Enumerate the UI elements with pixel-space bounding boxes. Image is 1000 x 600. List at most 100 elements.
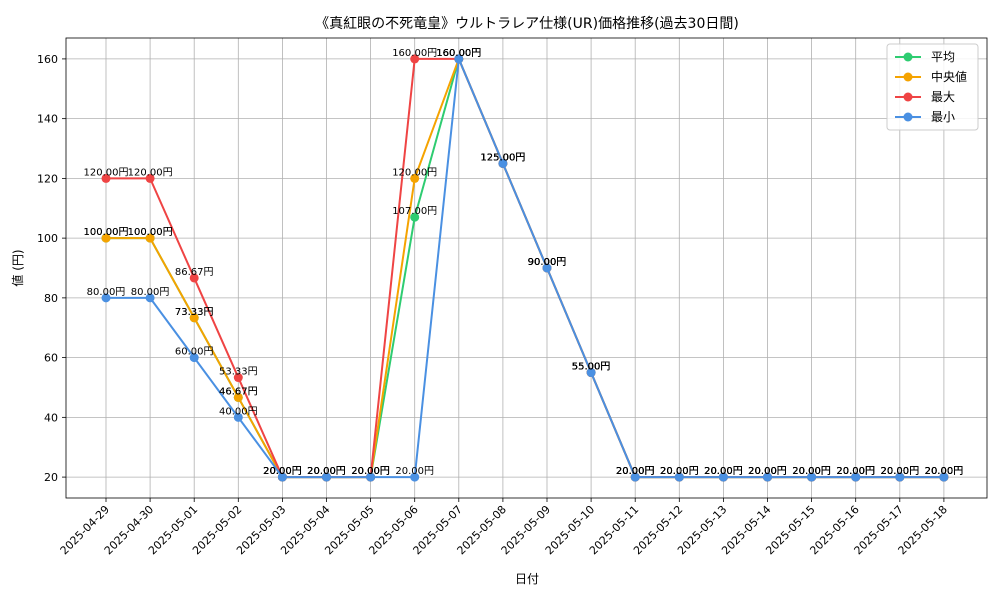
data-label: 20.00円 xyxy=(660,466,699,477)
y-tick-label: 60 xyxy=(44,352,58,365)
data-label: 20.00円 xyxy=(351,466,390,477)
y-tick-label: 140 xyxy=(37,113,58,126)
data-label: 20.00円 xyxy=(263,466,302,477)
data-label: 20.00円 xyxy=(925,466,964,477)
data-point xyxy=(366,472,376,482)
data-label: 20.00円 xyxy=(704,466,743,477)
data-point xyxy=(718,472,728,482)
data-label: 100.00円 xyxy=(84,227,129,238)
data-label: 20.00円 xyxy=(616,466,655,477)
data-label: 20.00円 xyxy=(748,466,787,477)
legend-marker xyxy=(903,52,913,62)
data-label: 20.00円 xyxy=(880,466,919,477)
data-label: 20.00円 xyxy=(748,466,787,477)
y-axis-label: 値 (円) xyxy=(10,249,25,286)
data-label: 20.00円 xyxy=(748,466,787,477)
data-point xyxy=(410,54,420,64)
data-label: 55.00円 xyxy=(572,362,611,373)
data-label: 46.67円 xyxy=(219,386,258,397)
data-label: 125.00円 xyxy=(480,152,525,163)
data-label: 120.00円 xyxy=(84,167,129,178)
data-label: 100.00円 xyxy=(128,227,173,238)
data-label: 73.33円 xyxy=(175,307,214,318)
data-label: 20.00円 xyxy=(880,466,919,477)
data-label: 20.00円 xyxy=(307,466,346,477)
data-label: 20.00円 xyxy=(616,466,655,477)
data-label: 160.00円 xyxy=(436,48,481,59)
data-label: 20.00円 xyxy=(880,466,919,477)
data-label: 20.00円 xyxy=(395,466,434,477)
data-point xyxy=(189,353,199,363)
data-label: 20.00円 xyxy=(836,466,875,477)
data-label: 20.00円 xyxy=(880,466,919,477)
data-point xyxy=(101,293,111,303)
data-label: 160.00円 xyxy=(392,48,437,59)
data-label: 20.00円 xyxy=(704,466,743,477)
data-label: 20.00円 xyxy=(263,466,302,477)
data-label: 125.00円 xyxy=(480,152,525,163)
data-point xyxy=(233,392,243,402)
data-label: 20.00円 xyxy=(925,466,964,477)
data-point xyxy=(145,293,155,303)
data-label: 20.00円 xyxy=(616,466,655,477)
legend-label: 最小 xyxy=(931,110,955,124)
legend-marker xyxy=(903,72,913,82)
data-label: 100.00円 xyxy=(84,227,129,238)
data-label: 20.00円 xyxy=(792,466,831,477)
y-tick-label: 160 xyxy=(37,53,58,66)
legend-label: 平均 xyxy=(931,50,955,64)
data-label: 90.00円 xyxy=(528,257,567,268)
data-label: 80.00円 xyxy=(87,287,126,298)
y-tick-label: 120 xyxy=(37,172,58,185)
plot-frame xyxy=(65,37,988,499)
data-point xyxy=(630,472,640,482)
legend-label: 中央値 xyxy=(931,69,967,84)
data-label: 40.00円 xyxy=(219,406,258,417)
data-label: 20.00円 xyxy=(351,466,390,477)
legend-box xyxy=(886,43,979,131)
data-label: 20.00円 xyxy=(660,466,699,477)
data-label: 120.00円 xyxy=(128,167,173,178)
series-layer xyxy=(101,54,949,482)
data-label: 125.00円 xyxy=(480,152,525,163)
data-point xyxy=(145,233,155,243)
data-label: 20.00円 xyxy=(836,466,875,477)
series-line xyxy=(106,57,944,479)
data-point xyxy=(454,54,464,64)
data-label: 20.00円 xyxy=(748,466,787,477)
data-label: 125.00円 xyxy=(480,152,525,163)
data-label: 20.00円 xyxy=(351,466,390,477)
data-label: 20.00円 xyxy=(925,466,964,477)
data-label: 20.00円 xyxy=(792,466,831,477)
data-label: 55.00円 xyxy=(572,362,611,373)
data-label: 90.00円 xyxy=(528,257,567,268)
data-point xyxy=(895,472,905,482)
data-point xyxy=(101,233,111,243)
data-point xyxy=(322,472,331,482)
data-labels: 100.00円 100.00円 73.33円 46.67円 20.00円 20.00円 20… xyxy=(84,48,964,477)
data-point xyxy=(101,173,111,183)
data-point xyxy=(674,472,684,482)
data-label: 55.00円 xyxy=(572,362,611,373)
data-label: 20.00円 xyxy=(307,466,346,477)
chart-title: 《真紅眼の不死竜皇》ウルトラレア仕様(UR)価格推移(過去30日間) xyxy=(315,15,739,32)
data-point xyxy=(233,412,243,422)
data-label: 60.00円 xyxy=(175,347,214,358)
data-point xyxy=(807,472,817,482)
data-label: 20.00円 xyxy=(792,466,831,477)
data-label: 90.00円 xyxy=(528,257,567,268)
data-label: 20.00円 xyxy=(836,466,875,477)
data-label: 20.00円 xyxy=(836,466,875,477)
y-tick-label: 100 xyxy=(37,232,58,245)
data-label: 90.00円 xyxy=(528,257,567,268)
data-label: 20.00円 xyxy=(660,466,699,477)
data-label: 20.00円 xyxy=(263,466,302,477)
y-tick-label: 80 xyxy=(44,292,58,305)
data-point xyxy=(498,158,508,168)
data-point xyxy=(410,173,420,183)
data-label: 20.00円 xyxy=(351,466,390,477)
legend-marker xyxy=(903,92,913,102)
x-axis-label: 日付 xyxy=(515,572,539,586)
